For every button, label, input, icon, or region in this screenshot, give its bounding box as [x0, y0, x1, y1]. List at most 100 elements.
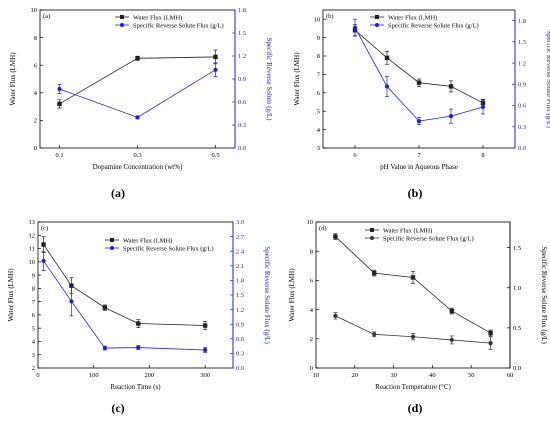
- data-point-square: [488, 330, 493, 336]
- chart-panel-1: 6 7 8 3 4 5 6 7 8 9 10 0.0 0.3 0.6 0.9 1.2 1.5 1.8 pH Valu…: [293, 9, 550, 200]
- y-tick-label: 10: [314, 16, 321, 23]
- legend-label: Water Flux (LMH): [123, 237, 172, 244]
- data-point-circle: [333, 313, 338, 318]
- x-tick-label: 0.1: [55, 152, 63, 159]
- legend-marker-circle: [120, 23, 124, 27]
- legend-label: Specific Reverse Solute Flux (g/L): [123, 245, 214, 252]
- y-tick-label: 9: [317, 35, 320, 42]
- y-tick-label: 5: [317, 108, 320, 115]
- x-tick-label: 100: [89, 372, 99, 379]
- y2-tick-label: 1.5: [513, 245, 521, 252]
- series-line: [354, 29, 484, 104]
- y2-axis-label: Specific Reverse Solute Flux (g/L): [263, 246, 271, 344]
- y-tick-label: 10: [31, 7, 38, 14]
- y-axis-label: Water Flux (LMH): [293, 52, 301, 106]
- y-tick-label: 2: [34, 118, 37, 125]
- legend-label: Water Flux (LMH): [133, 14, 182, 21]
- x-tick-label: 40: [429, 372, 436, 379]
- x-tick-label: 0.5: [211, 152, 219, 159]
- y2-axis-label: Specific Reverse Solute (g/L): [265, 37, 273, 121]
- x-tick-label: 0: [36, 372, 39, 379]
- y2-axis-label: Specific Reverse Solute Flux (g/L): [545, 30, 550, 128]
- y-tick-label: 3: [32, 352, 35, 359]
- y2-tick-label: 0.9: [518, 82, 526, 89]
- panel-caption: (c): [111, 401, 124, 415]
- y2-tick-label: 0.3: [236, 351, 244, 358]
- panel-tag: (d): [319, 225, 327, 232]
- y-tick-label: 2: [310, 336, 313, 343]
- series-line: [59, 69, 216, 118]
- data-point-square: [69, 283, 74, 288]
- x-axis-label: Reaction Temperature (°C): [375, 383, 451, 391]
- y-tick-label: 4: [310, 307, 314, 314]
- panel-caption: (b): [408, 186, 423, 200]
- x-tick-label: 200: [145, 372, 155, 379]
- y2-tick-label: 0.6: [236, 336, 245, 343]
- data-point-circle: [410, 334, 416, 339]
- y-axis-label: Water Flux (LMH): [7, 268, 15, 322]
- data-point-square: [333, 234, 338, 239]
- data-point-square: [102, 305, 108, 310]
- y2-tick-label: 0.9: [236, 321, 244, 328]
- legend-label: Specific Reverse Solute Flux (g/L): [133, 22, 224, 29]
- y-tick-label: 8: [32, 286, 35, 293]
- data-point-circle: [57, 86, 62, 92]
- panel-caption: (a): [111, 186, 125, 200]
- y-axis-label: Water Flux (LMH): [9, 52, 17, 106]
- y2-tick-label: 1.8: [518, 18, 526, 25]
- data-point-square: [57, 101, 62, 107]
- y2-tick-label: 2.4: [236, 248, 245, 255]
- y2-tick-label: 0.0: [518, 145, 526, 152]
- x-tick-label: 10: [313, 372, 320, 379]
- panel-tag: (c): [41, 225, 48, 232]
- x-tick-label: 0.3: [133, 152, 141, 159]
- y2-tick-label: 0.5: [513, 325, 521, 332]
- y-tick-label: 10: [307, 219, 314, 226]
- legend-marker-square: [375, 15, 379, 19]
- data-point-circle: [416, 119, 422, 124]
- data-point-circle: [41, 258, 46, 264]
- chart-panel-0: 0.1 0.3 0.5 0 2 4 6 8 10 0.0 0.3 0.6 0.9 1.2 1.5 1.8 Dop…: [9, 7, 273, 200]
- chart-panel-3: 10 20 30 40 50 60 0 2 4 6 8 10 0.0 0.5 1.0 1.5 Reaction …: [288, 219, 548, 415]
- legend-marker-square: [370, 228, 374, 232]
- y2-tick-label: 1.8: [238, 7, 246, 14]
- series-line: [354, 27, 484, 122]
- x-tick-label: 20: [352, 372, 359, 379]
- data-point-circle: [480, 104, 486, 110]
- legend-marker-circle: [370, 236, 374, 240]
- y2-tick-label: 0.0: [513, 365, 521, 372]
- data-point-circle: [136, 345, 141, 350]
- y2-tick-label: 1.5: [236, 292, 244, 299]
- series-line: [335, 236, 491, 334]
- data-point-circle: [449, 337, 454, 343]
- data-point-circle: [102, 345, 107, 351]
- y-tick-label: 7: [32, 299, 36, 306]
- legend-marker-square: [120, 15, 124, 19]
- y2-tick-label: 0.9: [238, 76, 246, 83]
- y2-tick-label: 0.0: [236, 365, 244, 372]
- y2-tick-label: 2.1: [236, 263, 244, 270]
- y-tick-label: 5: [32, 325, 35, 332]
- data-point-square: [449, 308, 454, 314]
- y-tick-label: 8: [310, 248, 313, 255]
- y2-tick-label: 1.0: [513, 285, 521, 292]
- y2-tick-label: 0.3: [238, 122, 246, 129]
- x-tick-label: 300: [200, 372, 210, 379]
- series-line: [43, 260, 206, 351]
- x-tick-label: 8: [481, 152, 484, 159]
- legend-marker-square: [110, 238, 114, 242]
- y-tick-label: 4: [34, 90, 38, 97]
- data-point-square: [136, 321, 141, 326]
- y-tick-label: 4: [317, 127, 321, 134]
- data-point-circle: [352, 25, 358, 30]
- y-tick-label: 7: [317, 72, 321, 79]
- panel-caption: (d): [408, 401, 423, 415]
- y-tick-label: 8: [317, 53, 320, 60]
- y-tick-label: 6: [317, 90, 321, 97]
- plot-frame: [315, 221, 511, 369]
- legend-label: Water Flux (LMH): [388, 14, 437, 21]
- y2-tick-label: 0.3: [518, 124, 526, 131]
- data-point-square: [202, 323, 208, 328]
- y-tick-label: 0: [310, 365, 313, 372]
- plot-frame: [39, 9, 236, 149]
